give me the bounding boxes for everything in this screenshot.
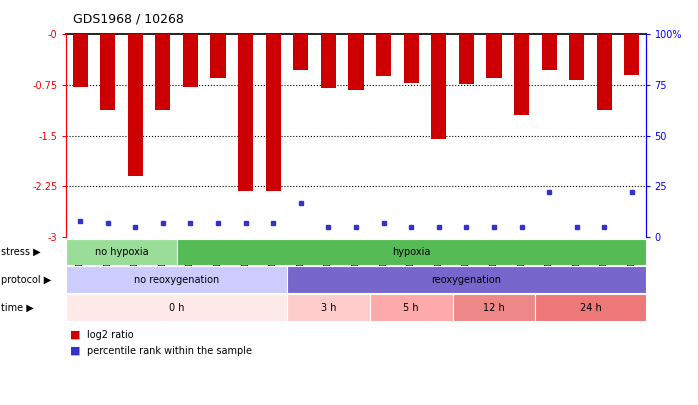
Text: no reoxygenation: no reoxygenation (134, 275, 219, 285)
Text: 3 h: 3 h (320, 303, 336, 313)
Bar (183, 34, 198, 87)
Bar (128, 34, 143, 176)
Bar (287, 266, 646, 293)
Bar (211, 34, 225, 78)
Text: hypoxia: hypoxia (392, 247, 431, 257)
Bar (403, 34, 419, 83)
Bar (452, 294, 535, 321)
Text: ■: ■ (70, 330, 80, 340)
Bar (376, 34, 391, 76)
Bar (66, 266, 287, 293)
Bar (266, 34, 281, 191)
Text: 5 h: 5 h (403, 303, 419, 313)
Text: no hypoxia: no hypoxia (95, 247, 148, 257)
Text: time ▶: time ▶ (1, 303, 34, 313)
Bar (100, 34, 115, 110)
Bar (348, 34, 364, 90)
Text: 0 h: 0 h (169, 303, 184, 313)
Bar (370, 294, 452, 321)
Bar (73, 34, 88, 87)
Text: GDS1968 / 10268: GDS1968 / 10268 (73, 12, 184, 25)
Bar (459, 34, 474, 84)
Bar (514, 34, 529, 115)
Text: reoxygenation: reoxygenation (431, 275, 501, 285)
Bar (177, 239, 646, 265)
Bar (321, 34, 336, 88)
Bar (293, 34, 309, 70)
Bar (542, 34, 557, 70)
Text: 12 h: 12 h (483, 303, 505, 313)
Bar (155, 34, 170, 110)
Text: protocol ▶: protocol ▶ (1, 275, 51, 285)
Text: ■: ■ (70, 346, 80, 356)
Bar (597, 34, 612, 110)
Text: stress ▶: stress ▶ (1, 247, 40, 257)
Bar (431, 34, 446, 139)
Bar (487, 34, 501, 78)
Bar (624, 34, 639, 75)
Bar (535, 294, 646, 321)
Text: log2 ratio: log2 ratio (87, 330, 134, 340)
Bar (238, 34, 253, 191)
Bar (569, 34, 584, 80)
Bar (287, 294, 370, 321)
Text: percentile rank within the sample: percentile rank within the sample (87, 346, 252, 356)
Bar (66, 239, 177, 265)
Bar (66, 294, 287, 321)
Text: 24 h: 24 h (579, 303, 602, 313)
